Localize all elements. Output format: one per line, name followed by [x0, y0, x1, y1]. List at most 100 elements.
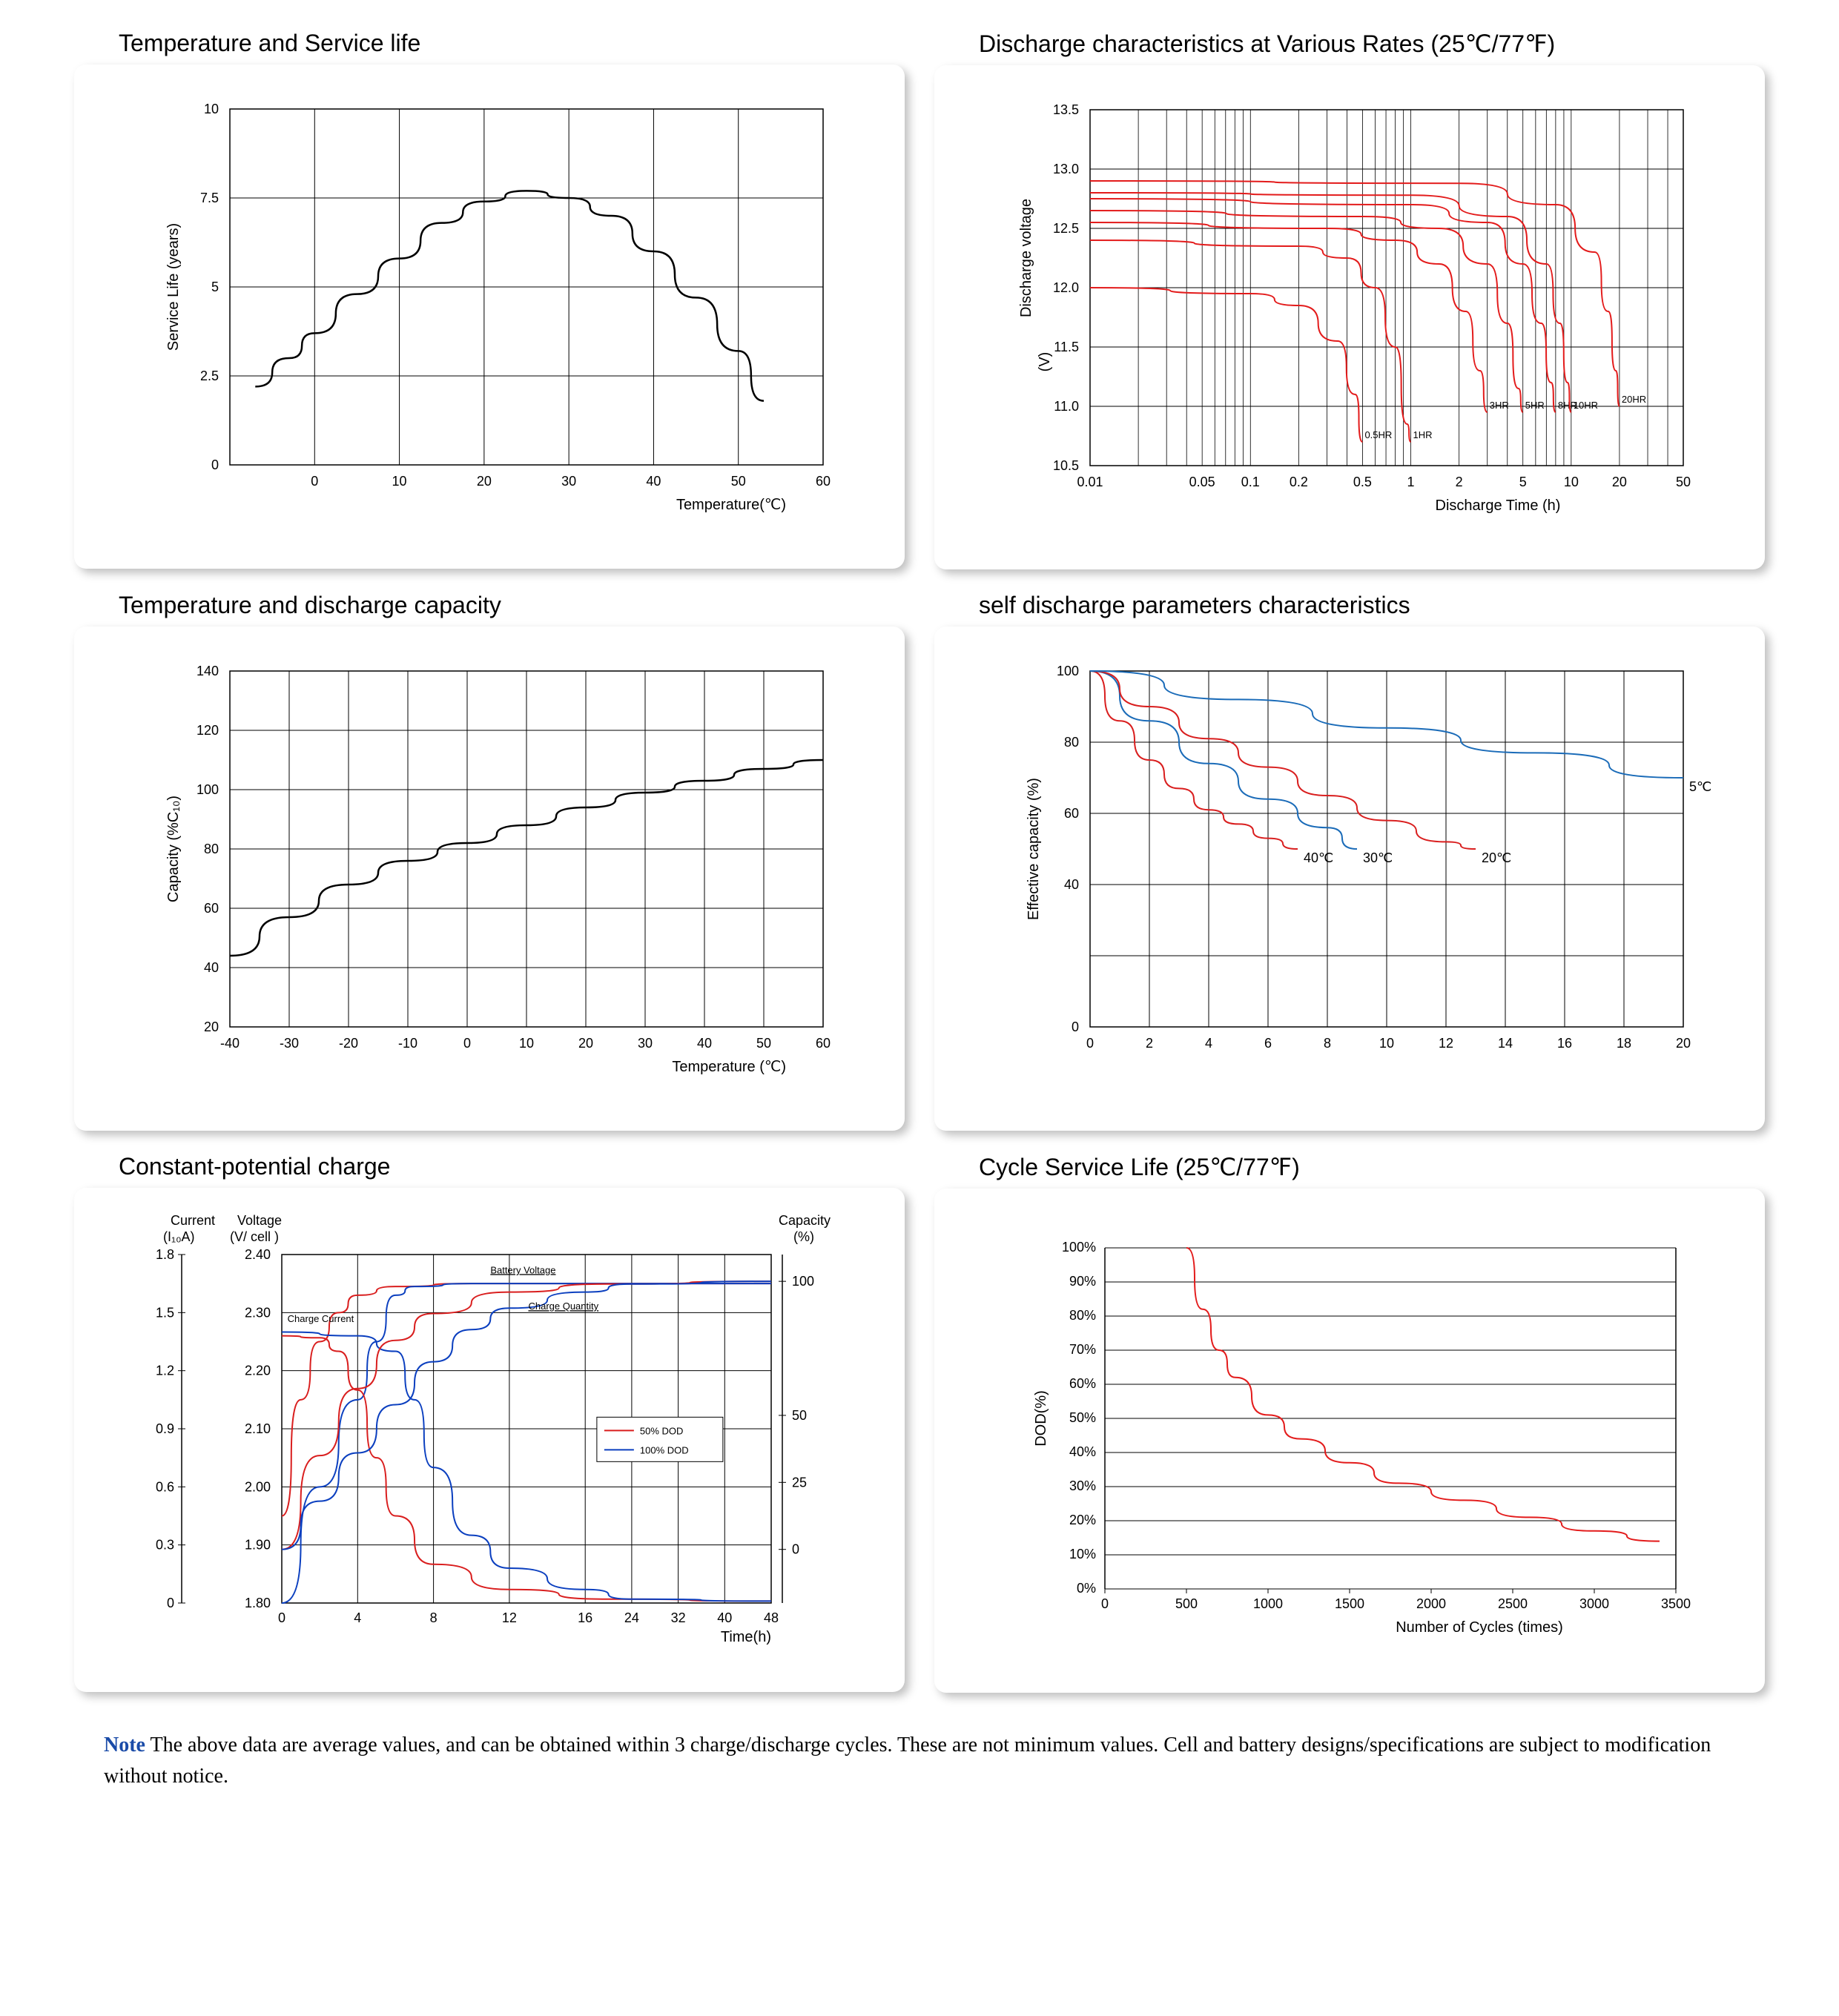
svg-text:60: 60 [1064, 806, 1079, 821]
chart-title: Cycle Service Life (25℃/77℉) [934, 1153, 1765, 1181]
svg-text:20: 20 [578, 1036, 593, 1051]
svg-text:100%: 100% [1062, 1240, 1096, 1255]
svg-text:30℃: 30℃ [1363, 850, 1393, 865]
svg-text:12.0: 12.0 [1053, 280, 1079, 295]
svg-text:0: 0 [211, 457, 219, 472]
svg-text:60: 60 [816, 1036, 831, 1051]
svg-text:Capacity (%C₁₀): Capacity (%C₁₀) [165, 796, 182, 902]
svg-text:1.5: 1.5 [156, 1305, 174, 1320]
svg-text:90%: 90% [1069, 1274, 1096, 1289]
svg-text:20℃: 20℃ [1482, 850, 1511, 865]
svg-text:100: 100 [792, 1274, 814, 1289]
svg-text:40: 40 [646, 474, 661, 489]
cycle-life-cell: Cycle Service Life (25℃/77℉) 05001000150… [934, 1153, 1765, 1693]
svg-text:20%: 20% [1069, 1513, 1096, 1527]
svg-text:50: 50 [792, 1408, 807, 1423]
svg-text:2.5: 2.5 [200, 369, 219, 383]
svg-text:8: 8 [430, 1610, 438, 1625]
svg-text:50% DOD: 50% DOD [640, 1425, 684, 1436]
svg-text:10%: 10% [1069, 1547, 1096, 1561]
svg-text:20: 20 [1676, 1036, 1691, 1051]
svg-text:(V): (V) [1037, 352, 1053, 372]
svg-text:(%): (%) [793, 1229, 814, 1244]
svg-text:2000: 2000 [1416, 1596, 1446, 1611]
svg-text:2.40: 2.40 [245, 1247, 271, 1262]
svg-text:Charge Current: Charge Current [288, 1313, 354, 1324]
self-discharge-chart: 024681012141618200406080100Effective cap… [949, 641, 1750, 1116]
note-text: The above data are average values, and c… [104, 1734, 1711, 1788]
svg-text:3HR: 3HR [1490, 400, 1509, 411]
chart-card: 010203040506002.557.510Temperature(℃)Ser… [74, 65, 905, 569]
svg-text:1: 1 [1407, 475, 1415, 489]
svg-text:Capacity: Capacity [779, 1213, 831, 1228]
svg-text:10.5: 10.5 [1053, 458, 1079, 473]
svg-text:Service Life (years): Service Life (years) [165, 223, 182, 351]
svg-text:0.1: 0.1 [1241, 475, 1260, 489]
svg-text:3500: 3500 [1661, 1596, 1691, 1611]
svg-text:-10: -10 [398, 1036, 417, 1051]
svg-text:Temperature(℃): Temperature(℃) [676, 497, 786, 513]
svg-text:80: 80 [204, 842, 219, 856]
footer-note: Note The above data are average values, … [74, 1715, 1765, 1807]
self-discharge-cell: self discharge parameters characteristic… [934, 592, 1765, 1131]
svg-text:25: 25 [792, 1475, 807, 1490]
svg-text:1.80: 1.80 [245, 1596, 271, 1610]
svg-text:60: 60 [204, 901, 219, 916]
svg-text:Number of Cycles (times): Number of Cycles (times) [1396, 1619, 1563, 1636]
svg-text:Discharge Time (h): Discharge Time (h) [1436, 498, 1561, 514]
svg-text:40: 40 [717, 1610, 732, 1625]
svg-text:14: 14 [1498, 1036, 1513, 1051]
svg-text:16: 16 [1557, 1036, 1572, 1051]
svg-text:10: 10 [392, 474, 407, 489]
chart-card: 05001000150020002500300035000%10%20%30%4… [934, 1189, 1765, 1693]
svg-text:100: 100 [197, 782, 219, 797]
svg-text:0.3: 0.3 [156, 1538, 174, 1553]
svg-text:Time(h): Time(h) [721, 1629, 771, 1645]
svg-text:Battery Voltage: Battery Voltage [490, 1264, 555, 1275]
svg-text:2.10: 2.10 [245, 1421, 271, 1436]
svg-text:(I₁₀A): (I₁₀A) [163, 1229, 195, 1244]
svg-text:Charge Quantity: Charge Quantity [528, 1301, 598, 1312]
svg-text:Temperature (℃): Temperature (℃) [672, 1059, 786, 1075]
svg-text:1500: 1500 [1335, 1596, 1364, 1611]
charts-grid: Temperature and Service life 01020304050… [74, 30, 1765, 1807]
svg-text:4: 4 [354, 1610, 361, 1625]
svg-text:20: 20 [204, 1019, 219, 1034]
svg-text:5HR: 5HR [1525, 400, 1545, 411]
svg-text:DOD(%): DOD(%) [1033, 1390, 1049, 1447]
svg-text:12: 12 [502, 1610, 517, 1625]
svg-text:1.8: 1.8 [156, 1247, 174, 1262]
svg-text:0%: 0% [1077, 1581, 1096, 1596]
svg-text:20: 20 [1612, 475, 1627, 489]
svg-text:2: 2 [1456, 475, 1463, 489]
svg-text:32: 32 [671, 1610, 686, 1625]
svg-text:0.01: 0.01 [1077, 475, 1103, 489]
svg-text:Current: Current [171, 1213, 215, 1228]
svg-text:0.5: 0.5 [1353, 475, 1372, 489]
svg-text:12: 12 [1439, 1036, 1453, 1051]
chart-title: Discharge characteristics at Various Rat… [934, 30, 1765, 58]
svg-text:2.30: 2.30 [245, 1305, 271, 1320]
svg-text:4: 4 [1205, 1036, 1212, 1051]
svg-text:80%: 80% [1069, 1308, 1096, 1323]
svg-text:10HR: 10HR [1574, 400, 1598, 411]
svg-text:3000: 3000 [1579, 1596, 1609, 1611]
svg-text:11.5: 11.5 [1054, 340, 1079, 354]
svg-text:30: 30 [561, 474, 576, 489]
svg-text:0.5HR: 0.5HR [1364, 429, 1392, 440]
svg-text:Discharge voltage: Discharge voltage [1018, 199, 1034, 317]
svg-text:50: 50 [731, 474, 746, 489]
svg-text:10: 10 [1379, 1036, 1394, 1051]
svg-text:16: 16 [578, 1610, 592, 1625]
constant-potential-chart: 048121624324048Time(h)00.30.60.91.21.51.… [89, 1203, 890, 1677]
svg-text:Voltage: Voltage [237, 1213, 282, 1228]
svg-text:100% DOD: 100% DOD [640, 1444, 689, 1455]
svg-text:13.0: 13.0 [1053, 162, 1079, 176]
chart-card: -40-30-20-100102030405060204060801001201… [74, 627, 905, 1131]
svg-text:0: 0 [792, 1542, 799, 1557]
svg-text:0: 0 [463, 1036, 471, 1051]
svg-text:2: 2 [1146, 1036, 1153, 1051]
svg-text:40%: 40% [1069, 1444, 1096, 1459]
svg-text:0: 0 [167, 1596, 174, 1610]
temp-capacity-cell: Temperature and discharge capacity -40-3… [74, 592, 905, 1131]
